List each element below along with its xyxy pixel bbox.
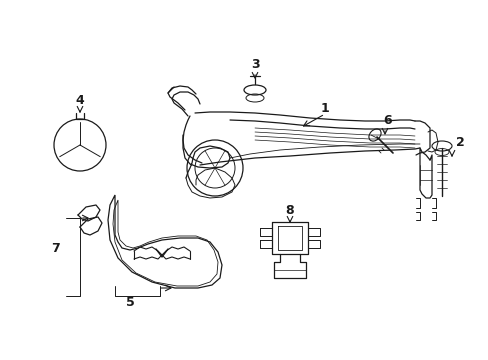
Text: 7: 7 xyxy=(51,242,59,255)
Text: 5: 5 xyxy=(125,296,134,309)
Text: 3: 3 xyxy=(250,58,259,71)
Text: 2: 2 xyxy=(455,136,464,149)
Text: 6: 6 xyxy=(383,113,391,126)
Text: 1: 1 xyxy=(320,102,329,114)
Text: 4: 4 xyxy=(76,94,84,107)
Text: 8: 8 xyxy=(285,203,294,216)
